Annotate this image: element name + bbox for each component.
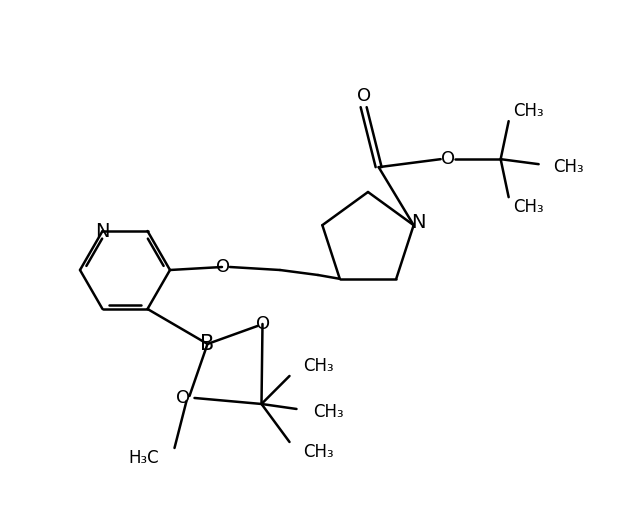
Text: CH₃: CH₃ xyxy=(303,443,334,461)
Text: CH₃: CH₃ xyxy=(303,357,334,375)
Text: B: B xyxy=(200,334,214,354)
Text: H₃C: H₃C xyxy=(129,449,159,467)
Text: CH₃: CH₃ xyxy=(513,102,543,120)
Text: O: O xyxy=(440,150,454,168)
Text: O: O xyxy=(257,315,271,333)
Text: N: N xyxy=(95,222,109,240)
Text: N: N xyxy=(412,213,426,231)
Text: O: O xyxy=(216,258,230,276)
Text: CH₃: CH₃ xyxy=(314,403,344,421)
Text: CH₃: CH₃ xyxy=(553,158,583,176)
Text: O: O xyxy=(177,389,191,407)
Text: O: O xyxy=(356,87,371,105)
Text: CH₃: CH₃ xyxy=(513,198,543,216)
